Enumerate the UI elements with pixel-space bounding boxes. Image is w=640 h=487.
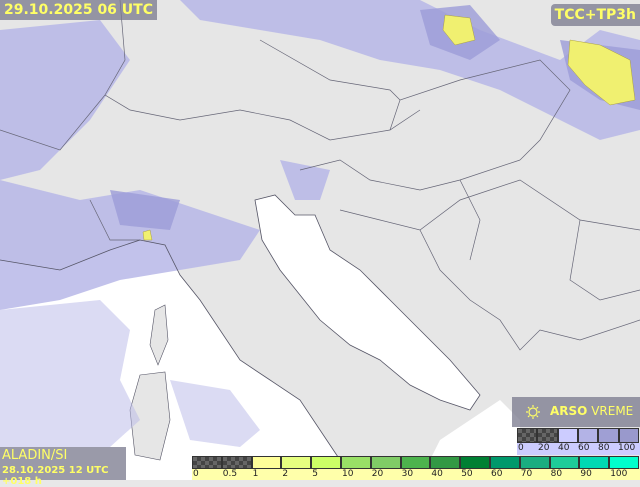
precip-legend-label: 100 [610, 469, 628, 479]
cloud-legend-colors [517, 428, 639, 443]
corsica [149, 304, 169, 366]
precip-legend-swatch [609, 456, 639, 469]
precip-legend-swatch [311, 456, 341, 469]
precip-legend-swatch [400, 456, 431, 469]
precip-legend-swatch [221, 456, 252, 469]
cloud-legend-labels: 0 20 40 60 80 100 [517, 443, 640, 455]
cloud-legend-label: 40 [558, 443, 570, 453]
precip-legend-labels: 0 0.5 1 2 5 10 20 30 40 50 60 70 80 90 100 [192, 469, 640, 480]
country-borders [0, 0, 640, 351]
precip-legend-label: 30 [401, 469, 414, 479]
precip-legend-label: 20 [371, 469, 384, 479]
brand-vreme: VREME [591, 404, 634, 418]
precip-legend-label: 90 [580, 469, 592, 479]
cloud-legend-label: 100 [618, 443, 636, 453]
precipitation [142, 14, 636, 241]
precip-legend-swatch [251, 456, 282, 469]
precip-legend-swatch [489, 456, 520, 469]
coastlines [0, 194, 481, 480]
precip-legend-label: 50 [461, 469, 473, 479]
brand-arso: ARSO [550, 404, 588, 418]
precip-legend-label: 40 [431, 469, 443, 479]
cloud-legend-swatch [618, 428, 639, 443]
cloud-cover [0, 0, 640, 447]
precip-legend-label: 70 [520, 469, 533, 479]
cloud-legend-label: 80 [598, 443, 610, 453]
cloud-legend-label: 20 [538, 443, 550, 453]
cloud-legend-swatch [598, 428, 619, 443]
cloud-legend-swatch [577, 428, 599, 443]
cloud-legend-swatch [537, 428, 558, 443]
precip-legend-swatch [519, 456, 550, 469]
cloud-legend-label: 0 [518, 443, 524, 453]
precip-legend-colors [192, 456, 639, 469]
precip-legend-label: 80 [550, 469, 563, 479]
cloud-legend-swatch [557, 428, 578, 443]
precip-legend-swatch [370, 456, 401, 469]
precip-legend-swatch [281, 456, 312, 469]
run-info: 28.10.2025 12 UTC +018 h [2, 465, 109, 487]
valid-time-label: 29.10.2025 06 UTC [0, 0, 157, 20]
precip-legend-swatch [340, 456, 371, 469]
cloud-legend-swatch [517, 428, 538, 443]
model-info: ALADIN/SI 28.10.2025 12 UTC +018 h [0, 447, 126, 487]
precip-legend-label: 1 [252, 469, 259, 479]
precip-legend-swatch [192, 456, 222, 469]
cloud-legend-label: 60 [578, 443, 590, 453]
sun-cloud-icon [526, 405, 540, 419]
precip-legend-label: 0 [193, 469, 199, 479]
precip-legend-swatch [460, 456, 490, 469]
precip-legend-label: 5 [312, 469, 318, 479]
precip-legend-swatch [549, 456, 580, 469]
arso-logo: ARSO VREME [512, 397, 640, 427]
model-name: ALADIN/SI [2, 448, 68, 463]
precip-legend-swatch [430, 456, 461, 469]
precip-legend-label: 10 [342, 469, 354, 479]
precip-legend-label: 2 [282, 469, 289, 479]
precip-legend-label: 0.5 [222, 469, 238, 479]
precip-legend-label: 60 [491, 469, 503, 479]
product-label: TCC+TP3h [550, 4, 640, 26]
adriatic-sea [255, 195, 480, 410]
precip-legend-swatch [579, 456, 610, 469]
